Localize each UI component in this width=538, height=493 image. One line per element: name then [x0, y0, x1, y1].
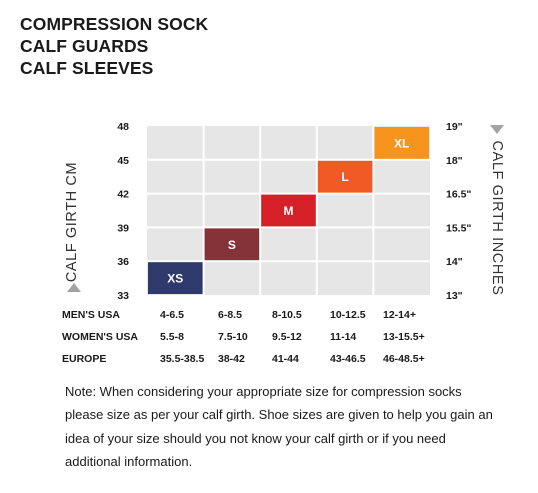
right-tick-label: 19"	[446, 121, 463, 133]
right-tick-label: 14"	[446, 256, 463, 268]
size-box-s	[204, 228, 260, 261]
size-table-cell: 4-6.5	[160, 309, 184, 321]
size-box-m	[261, 194, 316, 227]
right-tick-label: 13"	[446, 290, 463, 302]
y-axis-label-right: CALF GIRTH INCHES	[489, 140, 505, 296]
title-line-3: CALF SLEEVES	[20, 58, 154, 78]
left-tick-label: 42	[117, 189, 129, 201]
size-label-xl: XL	[394, 136, 409, 150]
size-label-s: S	[228, 238, 236, 252]
size-table-cell: 8-10.5	[272, 309, 302, 321]
down-arrow-icon	[490, 125, 504, 134]
size-table-cell: 46-48.5+	[383, 353, 425, 365]
size-table-row-label: EUROPE	[62, 353, 107, 365]
title-line-1: COMPRESSION SOCK	[20, 14, 209, 34]
size-table-row-label: WOMEN'S USA	[62, 331, 138, 343]
size-table-cell: 41-44	[272, 353, 299, 365]
size-table-cell: 7.5-10	[218, 331, 248, 343]
chart-title: COMPRESSION SOCK CALF GUARDS CALF SLEEVE…	[20, 13, 208, 79]
size-table-cell: 43-46.5	[330, 353, 366, 365]
right-tick-label: 15.5"	[446, 222, 471, 234]
size-table-cell: 10-12.5	[330, 309, 366, 321]
size-box-xs	[148, 262, 203, 294]
size-table-row-label: MEN'S USA	[62, 309, 120, 321]
size-label-xs: XS	[167, 272, 183, 286]
right-tick-label: 18"	[446, 155, 463, 167]
size-table-cell: 11-14	[330, 331, 357, 343]
size-table-cell: 9.5-12	[272, 331, 302, 343]
size-table-cell: 38-42	[218, 353, 245, 365]
size-box-xl	[374, 127, 429, 159]
left-tick-label: 45	[117, 155, 129, 167]
size-label-l: L	[341, 170, 348, 184]
size-table-cell: 5.5-8	[160, 331, 184, 343]
size-table-cell: 12-14+	[383, 309, 416, 321]
y-axis-label-left: CALF GIRTH CM	[64, 161, 80, 283]
size-table-cell: 13-15.5+	[383, 331, 425, 343]
size-table-cell: 35.5-38.5	[160, 353, 205, 365]
left-tick-label: 36	[117, 256, 129, 268]
size-label-m: M	[284, 204, 294, 218]
sizing-note: Note: When considering your appropriate …	[65, 384, 493, 469]
left-tick-label: 33	[117, 290, 129, 302]
size-box-l	[317, 160, 373, 193]
title-line-2: CALF GUARDS	[20, 36, 149, 56]
up-arrow-icon	[67, 283, 81, 292]
right-tick-label: 16.5"	[446, 189, 471, 201]
left-tick-label: 39	[117, 222, 129, 234]
size-table-cell: 6-8.5	[218, 309, 242, 321]
left-tick-label: 48	[117, 121, 129, 133]
